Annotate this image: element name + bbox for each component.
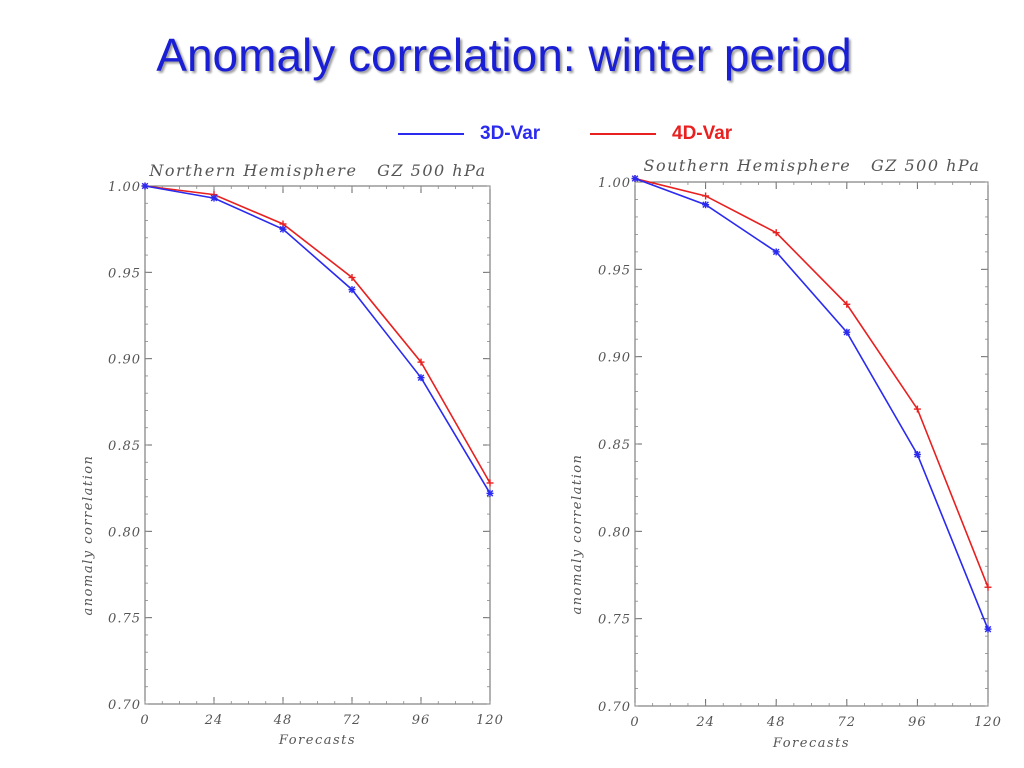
y-tick-label: 1.00 xyxy=(598,176,631,191)
legend-item-4dvar: 4D-Var xyxy=(590,120,732,148)
y-axis-label: anomaly correlation xyxy=(570,454,585,615)
y-tick-label: 0.90 xyxy=(108,353,141,368)
legend-line-3dvar xyxy=(398,133,464,135)
series-line-4dvar xyxy=(634,177,989,588)
marker-stroke xyxy=(279,225,287,233)
data-point-4dvar xyxy=(417,358,425,366)
marker-stroke xyxy=(348,286,356,293)
data-point-3dvar xyxy=(702,201,710,209)
x-tick-label: 72 xyxy=(838,715,857,730)
y-tick-label: 0.85 xyxy=(108,439,141,454)
marker-stroke xyxy=(984,625,992,633)
data-point-4dvar xyxy=(702,192,710,200)
data-point-3dvar xyxy=(417,374,425,382)
marker-stroke xyxy=(702,201,709,209)
y-tick-label: 0.75 xyxy=(108,612,141,627)
x-tick-label: 24 xyxy=(204,713,224,728)
marker-stroke xyxy=(486,490,494,497)
x-tick-label: 0 xyxy=(630,715,639,730)
y-tick-label: 0.85 xyxy=(598,438,631,453)
marker-stroke xyxy=(772,248,780,256)
x-tick-label: 0 xyxy=(140,713,149,728)
plot-frame xyxy=(634,181,989,707)
slide-title: Anomaly correlation: winter period xyxy=(156,29,852,81)
y-tick-label: 0.70 xyxy=(108,698,141,713)
y-tick-label: 0.70 xyxy=(598,700,631,715)
data-point-4dvar xyxy=(843,300,851,308)
chart-title: Southern Hemisphere GZ 500 hPa xyxy=(644,156,981,175)
y-tick-label: 0.75 xyxy=(598,613,631,628)
marker-stroke xyxy=(914,451,921,458)
marker-stroke xyxy=(417,374,425,381)
marker-stroke xyxy=(210,194,218,202)
chart-title: Northern Hemisphere GZ 500 hPa xyxy=(148,161,486,180)
y-tick-label: 0.80 xyxy=(598,525,631,540)
marker-stroke xyxy=(843,328,851,336)
y-axis-label: anomaly correlation xyxy=(81,455,96,616)
data-point-3dvar xyxy=(141,182,149,190)
data-point-3dvar xyxy=(348,286,356,294)
x-tick-label: 72 xyxy=(343,713,362,728)
data-point-4dvar xyxy=(984,583,992,591)
data-point-3dvar xyxy=(984,625,992,633)
data-point-4dvar xyxy=(913,405,921,413)
x-tick-label: 48 xyxy=(766,715,786,730)
legend-line-4dvar xyxy=(590,133,656,135)
legend-label-4dvar: 4D-Var xyxy=(672,123,733,144)
series-line-3dvar xyxy=(634,177,989,630)
data-point-3dvar xyxy=(843,328,851,336)
marker-stroke xyxy=(631,175,639,182)
y-tick-label: 0.95 xyxy=(598,263,631,278)
x-tick-label: 120 xyxy=(974,715,1002,730)
data-point-3dvar xyxy=(913,450,921,458)
x-tick-label: 120 xyxy=(476,713,504,728)
x-tick-label: 24 xyxy=(695,715,715,730)
x-tick-label: 48 xyxy=(273,713,293,728)
x-tick-label: 96 xyxy=(908,715,927,730)
x-axis-label: Forecasts xyxy=(772,736,850,751)
data-point-4dvar xyxy=(772,229,780,237)
x-axis-label: Forecasts xyxy=(278,733,356,748)
data-point-3dvar xyxy=(210,194,218,202)
marker-stroke xyxy=(141,182,149,190)
y-tick-label: 0.80 xyxy=(108,525,141,540)
series-line-4dvar xyxy=(144,185,491,484)
legend-item-3dvar: 3D-Var xyxy=(398,120,540,148)
data-point-3dvar xyxy=(631,175,639,183)
data-point-3dvar xyxy=(279,225,287,233)
data-point-3dvar xyxy=(772,248,780,256)
legend-label-3dvar: 3D-Var xyxy=(480,123,541,144)
x-tick-label: 96 xyxy=(412,713,431,728)
y-tick-label: 0.90 xyxy=(598,351,631,366)
y-tick-label: 1.00 xyxy=(108,180,141,195)
data-point-4dvar xyxy=(486,479,494,487)
data-point-4dvar xyxy=(348,274,356,282)
data-point-3dvar xyxy=(486,489,494,497)
series-line-3dvar xyxy=(144,185,491,494)
y-tick-label: 0.95 xyxy=(108,266,141,281)
